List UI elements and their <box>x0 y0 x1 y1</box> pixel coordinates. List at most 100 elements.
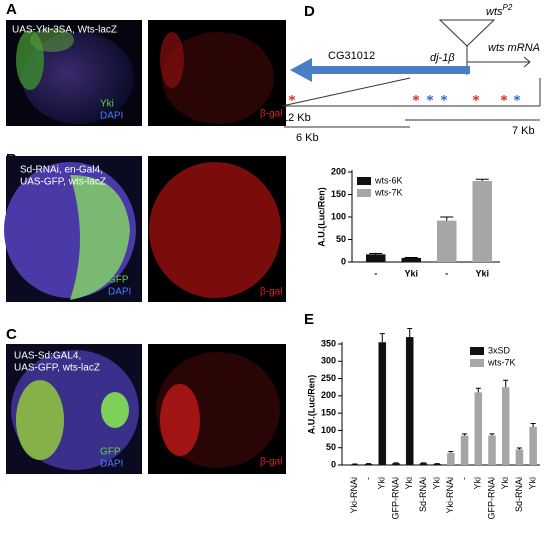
y-tick-label: 100 <box>321 425 336 435</box>
x-tick-label: Yki <box>404 477 414 490</box>
stain-label: GFP <box>100 447 121 458</box>
y-axis-label: A.U.(Luc/Ren) <box>316 187 326 247</box>
tissue <box>160 32 184 88</box>
stain-label: β-gal <box>260 287 282 298</box>
error-bar <box>369 252 383 255</box>
mrna-label: wts mRNA <box>488 42 540 54</box>
y-tick-label: 300 <box>321 356 336 366</box>
tissue <box>160 384 200 456</box>
legend-swatch <box>357 189 371 197</box>
bar <box>472 181 493 262</box>
y-tick-label: 200 <box>321 390 336 400</box>
genotype: UAS-GFP, wts-lacZ <box>20 177 106 188</box>
site-mark <box>472 95 480 101</box>
bar <box>529 426 537 465</box>
insertion <box>438 19 496 47</box>
y-tick-label: 0 <box>331 459 336 469</box>
x-tick-label: Yki <box>377 477 387 490</box>
genotype: UAS-Yki-3SA, Wts-lacZ <box>12 25 117 36</box>
panel-label: D <box>304 3 315 20</box>
y-tick-label: 100 <box>331 211 346 221</box>
genotype: UAS-GFP, wts-lacZ <box>14 363 100 374</box>
y-tick-label: 250 <box>321 373 336 383</box>
x-tick-label: Yki <box>473 477 483 490</box>
x-tick-label: Yki <box>528 477 538 490</box>
site-mark <box>440 95 448 101</box>
bar <box>488 435 496 465</box>
bar <box>378 342 387 465</box>
gene-label: dj-1β <box>430 52 455 64</box>
genotype: Sd-RNAi, en-Gal4, <box>20 165 103 176</box>
tissue <box>149 162 281 298</box>
bar <box>436 220 457 262</box>
bar <box>351 464 359 465</box>
x-tick-label: Yki-RNAi <box>445 477 455 514</box>
x-tick-label: GFP-RNAi <box>390 477 400 520</box>
error-bar <box>516 447 522 450</box>
site-mark <box>412 95 420 101</box>
stain-label: Yki <box>100 99 114 110</box>
bar <box>365 254 386 262</box>
x-tick-label: - <box>363 477 373 480</box>
bar <box>474 392 483 465</box>
site-mark <box>288 95 296 101</box>
bar <box>392 463 400 465</box>
site-mark <box>426 95 434 101</box>
tissue <box>162 32 274 124</box>
y-axis-label: A.U.(Luc/Ren) <box>306 375 316 435</box>
y-tick-label: 150 <box>331 189 346 199</box>
length-label: 12 Kb <box>282 112 311 124</box>
bar <box>364 463 373 465</box>
x-tick-label: GFP-RNAi <box>486 477 496 520</box>
legend-swatch <box>470 359 484 367</box>
x-tick-label: - <box>445 268 448 278</box>
genotype: UAS-Sd:GAL4, <box>14 351 81 362</box>
stain-label: β-gal <box>260 109 282 120</box>
error-bar <box>407 327 413 338</box>
error-bar <box>475 178 489 181</box>
error-bar <box>475 387 481 393</box>
error-bar <box>440 216 454 221</box>
bar <box>433 463 441 465</box>
bar <box>460 435 469 465</box>
bar <box>515 449 524 465</box>
stain-label: β-gal <box>260 457 282 468</box>
error-bar <box>489 433 495 436</box>
allele-sup: P2 <box>503 3 513 12</box>
site-mark <box>513 95 521 101</box>
y-tick-label: 350 <box>321 338 336 348</box>
length-label: 7 Kb <box>512 125 535 137</box>
y-tick-label: 200 <box>331 166 346 176</box>
legend-label: 3xSD <box>488 345 511 355</box>
tissue <box>70 175 130 300</box>
bar <box>419 463 428 465</box>
error-bar <box>530 423 536 427</box>
x-tick-label: - <box>374 268 377 278</box>
genomic-line <box>281 77 411 107</box>
legend-label: wts-7K <box>487 357 516 367</box>
allele: wtsP2 <box>486 3 513 18</box>
y-tick-label: 50 <box>326 442 336 452</box>
gene-label: CG31012 <box>328 50 375 62</box>
legend-label: wts-7K <box>374 187 403 197</box>
x-tick-label: Yki <box>475 268 489 278</box>
x-tick-label: Yki-RNAi <box>349 477 359 514</box>
x-tick-label: Yki <box>404 268 418 278</box>
legend-swatch <box>470 347 484 355</box>
legend-swatch <box>357 177 371 185</box>
x-tick-label: Yki <box>500 477 510 490</box>
error-bar <box>448 451 454 453</box>
length-label: 6 Kb <box>296 132 319 144</box>
error-bar <box>503 379 509 388</box>
sites <box>288 95 521 101</box>
tissue <box>16 380 64 460</box>
x-tick-label: Sd-RNAi <box>418 477 428 512</box>
y-tick-label: 150 <box>321 408 336 418</box>
stain-label: GFP <box>108 275 129 286</box>
allele-name: wts <box>486 6 503 18</box>
bar <box>447 452 455 465</box>
bar <box>401 257 422 262</box>
stain-label: DAPI <box>100 111 123 122</box>
